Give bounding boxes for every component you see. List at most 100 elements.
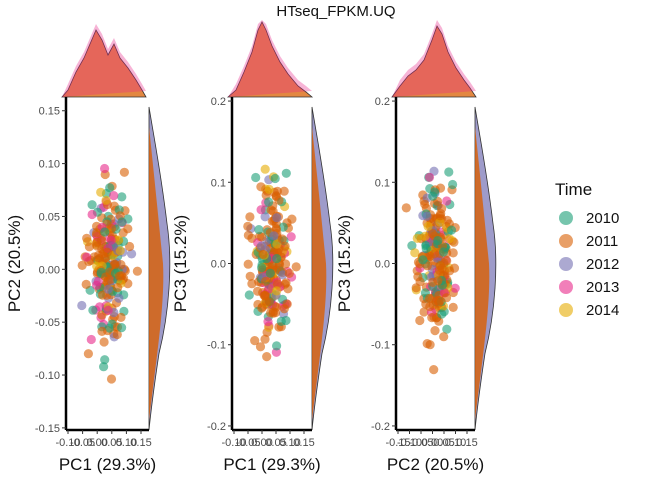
data-point [428, 191, 438, 201]
data-point [423, 221, 433, 231]
data-point [433, 236, 443, 246]
data-point [109, 191, 119, 201]
legend-swatch [559, 280, 573, 294]
side-density-overlay [149, 127, 164, 420]
data-point [450, 283, 460, 293]
data-point [125, 241, 135, 252]
top-density-overlay [392, 20, 476, 97]
data-point [86, 334, 96, 345]
data-point [257, 303, 267, 313]
x-tick-label: -0.05 [70, 437, 95, 449]
x-axis-label: PC1 (29.3%) [223, 455, 320, 474]
legend-swatch [559, 257, 573, 271]
data-point [429, 365, 439, 375]
x-tick-label: -0.10 [397, 437, 422, 449]
data-point [280, 241, 290, 251]
data-point [258, 249, 268, 259]
data-point [425, 251, 435, 261]
data-point [444, 167, 454, 177]
x-tick-label: 0.00 [251, 437, 272, 449]
data-point [433, 276, 443, 286]
data-point [420, 231, 430, 241]
data-point [132, 266, 142, 276]
data-point [257, 263, 267, 273]
data-point [410, 248, 420, 258]
legend-title: Time [555, 180, 592, 199]
data-point [264, 197, 274, 207]
x-tick-label: 0.15 [293, 437, 314, 449]
data-point [425, 340, 435, 350]
data-point [269, 231, 279, 241]
data-point [411, 283, 421, 293]
y-tick-label: -0.10 [35, 370, 60, 382]
x-tick-label: -0.05 [235, 437, 260, 449]
data-point [117, 217, 127, 227]
data-point [100, 355, 110, 365]
data-point [281, 315, 291, 326]
data-point [81, 279, 91, 289]
data-point [272, 286, 282, 296]
data-point [281, 278, 291, 288]
data-point [88, 305, 98, 315]
data-point [446, 225, 457, 235]
data-point [412, 233, 422, 243]
data-point [115, 246, 125, 256]
legend-swatch [559, 211, 573, 225]
legend-label: 2014 [586, 302, 619, 319]
data-point [256, 241, 266, 251]
points [243, 164, 301, 362]
data-point [448, 179, 458, 190]
data-point [114, 235, 124, 245]
x-tick-label: 0.10 [279, 437, 300, 449]
top-density [226, 21, 314, 98]
y-tick-label: 0.15 [39, 106, 60, 118]
data-point [97, 326, 107, 336]
y-tick-label: 0.1 [211, 177, 226, 189]
data-point [84, 242, 94, 252]
data-point [291, 262, 301, 272]
data-point [254, 225, 264, 235]
x-tick-label: 0.10 [445, 437, 466, 449]
data-point [442, 324, 452, 334]
data-point [442, 196, 452, 206]
data-point [448, 248, 458, 258]
data-point [430, 326, 440, 336]
data-point [247, 279, 257, 289]
data-point [407, 241, 417, 251]
data-point [439, 332, 449, 342]
top-density [61, 29, 147, 98]
x-tick-label: -0.10 [55, 437, 80, 449]
x-tick-label: 0.05 [433, 437, 454, 449]
data-point [445, 266, 455, 276]
legend-swatch [559, 234, 573, 248]
data-point [96, 187, 106, 197]
y-tick-label: 0.0 [211, 259, 226, 271]
data-point [279, 186, 289, 196]
data-point [260, 290, 270, 300]
data-point [251, 172, 261, 183]
points [401, 166, 460, 375]
y-axis-label: PC2 (20.5%) [5, 215, 24, 312]
data-point [82, 252, 92, 262]
x-tick-label: -0.15 [385, 437, 410, 449]
side-density-overlay [475, 127, 490, 420]
data-point [262, 352, 272, 362]
y-tick-label: 0.1 [375, 177, 390, 189]
legend-label: 2012 [586, 256, 619, 273]
data-point [99, 337, 109, 347]
data-point [422, 211, 432, 221]
data-point [437, 309, 447, 319]
data-point [244, 290, 254, 300]
data-point [260, 164, 270, 174]
x-tick-label: 0.10 [116, 437, 137, 449]
y-axis-label: PC3 (15.2%) [171, 215, 190, 312]
legend-label: 2011 [586, 233, 618, 250]
x-tick-label: -0.05 [408, 437, 433, 449]
data-point [77, 300, 87, 311]
top-density-overlay [228, 20, 312, 97]
data-point [261, 276, 271, 286]
data-point [424, 172, 435, 182]
data-point [100, 163, 110, 174]
data-point [444, 234, 455, 244]
data-point [114, 271, 125, 281]
